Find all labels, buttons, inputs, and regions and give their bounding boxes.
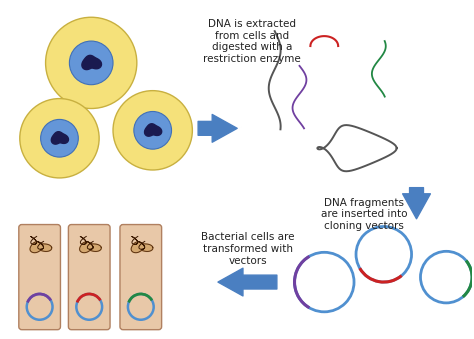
Circle shape [20, 99, 99, 178]
FancyArrowPatch shape [402, 188, 430, 219]
Circle shape [113, 91, 192, 170]
FancyBboxPatch shape [68, 224, 110, 330]
Text: DNA is extracted
from cells and
digested with a
restriction enzyme: DNA is extracted from cells and digested… [203, 19, 301, 64]
FancyArrowPatch shape [218, 268, 277, 296]
FancyBboxPatch shape [120, 224, 162, 330]
FancyBboxPatch shape [19, 224, 61, 330]
Circle shape [134, 112, 172, 149]
Text: DNA fragments
are inserted into
cloning vectors: DNA fragments are inserted into cloning … [321, 198, 407, 231]
Polygon shape [51, 132, 68, 144]
Polygon shape [80, 242, 101, 253]
Polygon shape [145, 124, 162, 136]
FancyArrowPatch shape [198, 115, 237, 142]
Circle shape [69, 41, 113, 85]
Circle shape [46, 17, 137, 108]
Circle shape [41, 119, 78, 157]
Text: Bacterial cells are
transformed with
vectors: Bacterial cells are transformed with vec… [201, 233, 295, 266]
Polygon shape [131, 242, 153, 253]
Polygon shape [30, 242, 52, 253]
Polygon shape [82, 55, 101, 69]
